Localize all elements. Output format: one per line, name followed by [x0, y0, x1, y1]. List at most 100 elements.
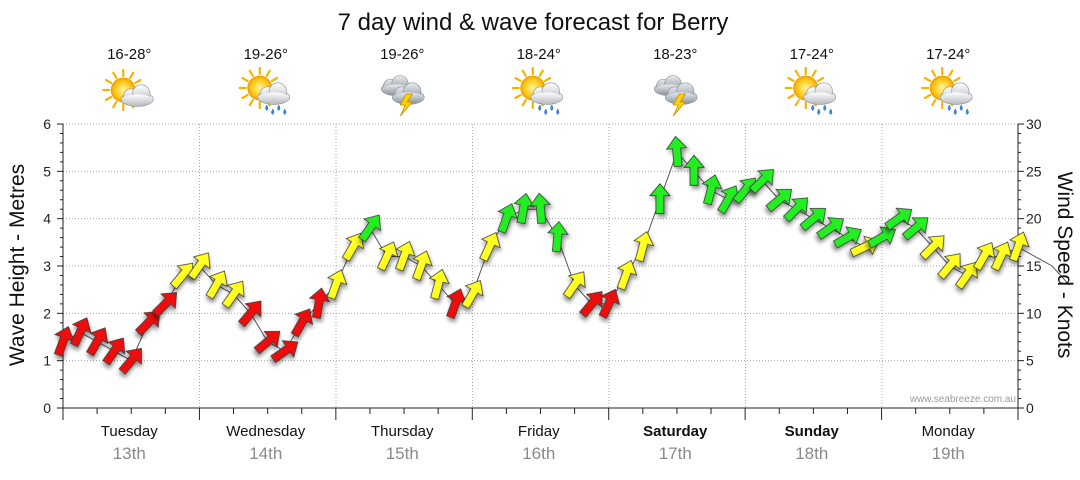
wind-arrow [579, 291, 603, 318]
y-tick-label-right: 15 [1026, 258, 1042, 274]
wind-arrow [513, 192, 535, 225]
wind-arrow [270, 340, 299, 364]
wind-arrow [937, 253, 961, 280]
x-tick-label-date: 18th [795, 444, 828, 463]
x-tick-label-day: Friday [518, 423, 560, 440]
wind-arrow [428, 268, 450, 300]
wind-arrow [1008, 231, 1030, 263]
wind-arrow [701, 174, 723, 206]
x-tick-label-day: Monday [922, 423, 976, 440]
wind-arrow [102, 337, 126, 366]
y-axis-right-label: Wind Speed - Knots [1053, 172, 1076, 359]
chart-title: 7 day wind & wave forecast for Berry [338, 9, 729, 36]
x-tick-label-date: 14th [249, 444, 282, 463]
x-tick-label-date: 17th [659, 444, 692, 463]
thunderstorm-icon [380, 75, 425, 117]
y-tick-label-right: 0 [1026, 400, 1034, 416]
wind-arrow [649, 183, 671, 215]
wind-arrow [221, 280, 245, 309]
wind-arrow [479, 232, 501, 263]
x-tick-label-day: Sunday [785, 423, 840, 440]
wind-arrow [237, 300, 262, 328]
partly-cloudy-icon [102, 68, 154, 112]
wind-arrow [187, 252, 211, 281]
y-tick-label-left: 6 [43, 116, 51, 132]
sun-cloud-showers-icon [238, 66, 291, 115]
day-temperature: 19-26° [380, 46, 424, 63]
wind-arrow [748, 169, 774, 195]
wind-arrow [376, 241, 399, 272]
day-temperature: 17-24° [926, 46, 970, 63]
wind-arrow [70, 317, 92, 348]
y-tick-label-left: 3 [43, 258, 51, 274]
wind-arrow [341, 232, 365, 262]
wind-arrow [135, 311, 161, 337]
wind-arrow [497, 203, 518, 234]
wind-arrow [799, 208, 827, 232]
wind-arrow [972, 242, 996, 272]
x-tick-label-day: Tuesday [101, 423, 158, 440]
wind-arrow [832, 226, 862, 249]
y-tick-label-left: 1 [43, 353, 51, 369]
wind-arrow [326, 269, 348, 300]
wind-arrow [919, 235, 945, 261]
wind-arrow [461, 280, 484, 310]
wind-arrow [205, 270, 228, 300]
x-tick-label-date: 15th [386, 444, 419, 463]
x-tick-label-day: Wednesday [226, 423, 305, 440]
y-tick-label-left: 5 [43, 163, 51, 179]
y-tick-label-left: 2 [43, 305, 51, 321]
wind-arrow [290, 308, 313, 338]
y-tick-label-right: 25 [1026, 163, 1042, 179]
wind-arrow [253, 331, 281, 355]
wind-arrow [358, 214, 381, 243]
wind-arrow [816, 217, 845, 240]
wind-arrow [954, 261, 978, 290]
sun-cloud-showers-icon [921, 66, 973, 115]
wind-line [62, 151, 1070, 362]
x-tick-label-day: Thursday [371, 423, 434, 440]
wind-arrow [598, 288, 621, 319]
wind-arrow [395, 240, 416, 272]
sun-cloud-showers-icon [511, 66, 564, 115]
watermark: www.seabreeze.com.au [909, 394, 1016, 405]
wind-arrow [765, 189, 793, 213]
wind-arrow [118, 347, 142, 375]
weather-icons: 16-28° 19-26° 19-26° 18-24° 18-23° 17-24° 17-2… [102, 46, 973, 117]
thunderstorm-icon [653, 75, 698, 117]
day-temperature: 16-28° [107, 46, 151, 63]
y-tick-label-right: 5 [1026, 353, 1034, 369]
y-axis-left-label: Wave Height - Metres [6, 164, 29, 366]
wind-arrow [783, 197, 809, 223]
wind-arrow [547, 221, 569, 253]
x-tick-label-date: 16th [522, 444, 555, 463]
wind-arrow [884, 207, 913, 231]
day-temperature: 18-24° [517, 46, 561, 63]
day-temperature: 17-24° [790, 46, 834, 63]
wind-arrow [308, 287, 331, 319]
wind-arrow [529, 192, 551, 224]
x-tick-label-date: 19th [932, 444, 965, 463]
wind-speed-line [62, 151, 1070, 362]
wind-arrow [633, 231, 655, 263]
wind-arrow [562, 271, 586, 300]
wind-arrow [665, 135, 688, 168]
wind-arrow [86, 327, 109, 357]
day-temperature: 18-23° [653, 46, 697, 63]
wind-arrow [616, 259, 638, 291]
y-tick-label-right: 20 [1026, 211, 1042, 227]
wind-arrows [53, 135, 1030, 375]
x-tick-label-date: 13th [113, 444, 146, 463]
y-tick-label-left: 0 [43, 400, 51, 416]
sun-cloud-showers-icon [784, 66, 837, 115]
day-temperature: 19-26° [244, 46, 288, 63]
wind-arrow [866, 226, 896, 249]
wind-arrow [901, 217, 929, 241]
y-tick-label-left: 4 [43, 211, 51, 227]
wind-arrow [152, 292, 178, 318]
y-tick-label-right: 30 [1026, 116, 1042, 132]
x-tick-label-day: Saturday [643, 423, 708, 440]
axes: 0 1 2 3 4 5 6 0 5 10 15 20 25 30 Tuesday 13th Wednesday 1… [43, 116, 1042, 463]
wind-arrow [683, 154, 705, 186]
